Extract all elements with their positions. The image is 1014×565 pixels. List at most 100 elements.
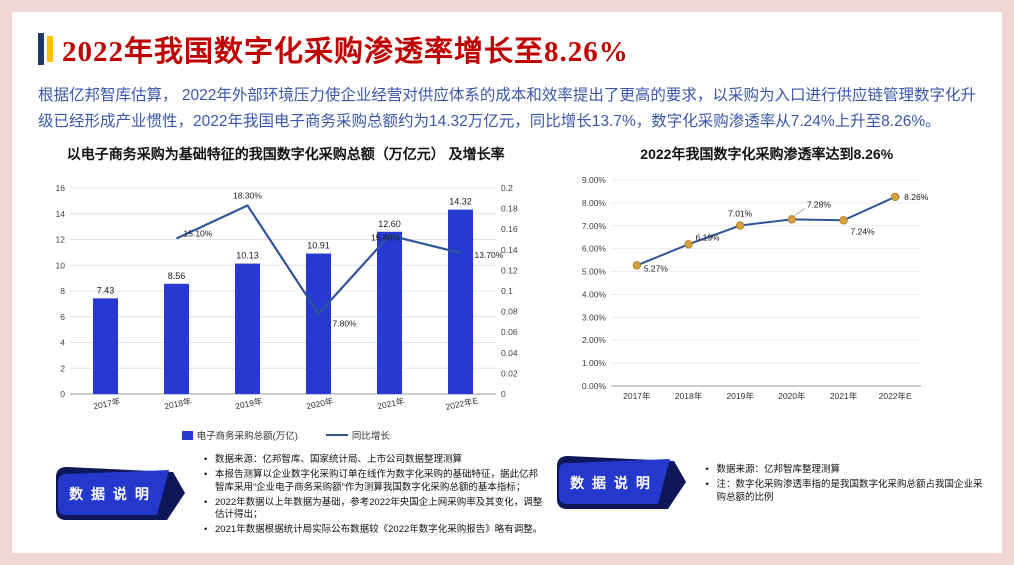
x-axis-label: 2018年 xyxy=(163,396,192,412)
left-chart-legend: 电子商务采购总额(万亿) 同比增长 xyxy=(181,428,390,443)
y-axis-left-label: 14 xyxy=(55,209,65,219)
y-axis-label: 5.00% xyxy=(582,267,607,277)
y-axis-left-label: 10 xyxy=(55,260,65,270)
y-axis-left-label: 0 xyxy=(60,389,65,399)
point-value-label: 7.28% xyxy=(807,199,832,209)
badge-label: 数 据 说 明 xyxy=(571,475,653,491)
title-accent-bars xyxy=(38,33,53,65)
x-axis-label: 2021年 xyxy=(376,396,405,412)
y-axis-right-label: 0.16 xyxy=(501,224,518,234)
penetration-line xyxy=(636,196,896,267)
x-axis-label: 2018年 xyxy=(675,391,703,401)
bar-swatch-icon xyxy=(181,430,193,440)
title-accent-bar-yellow xyxy=(47,36,53,62)
point-value-label: 7.24% xyxy=(850,226,875,236)
bar-value-label: 14.32 xyxy=(449,197,472,207)
bar-value-label: 10.13 xyxy=(236,251,259,261)
left-chart-title: 以电子商务采购为基础特征的我国数字化采购总额（万亿元） 及增长率 xyxy=(66,146,505,163)
data-point-marker xyxy=(684,240,693,249)
point-value-label: 8.26% xyxy=(904,192,929,202)
legend-item-line: 同比增长 xyxy=(325,428,390,443)
notes-row: 数 据 说 明 数据来源：亿邦智库、国家统计局、上市公司数据整理测算本报告测算以… xyxy=(26,454,988,547)
line-swatch-icon xyxy=(325,434,348,437)
data-point-marker xyxy=(632,261,641,270)
line-value-label: 18.30% xyxy=(233,191,262,201)
charts-row: 以电子商务采购为基础特征的我国数字化采购总额（万亿元） 及增长率 0 2 4 6 8 10… xyxy=(26,136,988,442)
y-axis-right-label: 0.1 xyxy=(501,286,513,296)
note-item: 数据来源：亿邦智库、国家统计局、上市公司数据整理测算 xyxy=(204,454,545,467)
data-point-marker xyxy=(735,221,745,230)
note-item: 2021年数据根据统计局实际公布数据较《2022年数字化采购报告》略有调整。 xyxy=(204,524,545,537)
y-axis-right-label: 0.2 xyxy=(501,183,513,193)
y-axis-right-label: 0.04 xyxy=(501,348,518,358)
intro-paragraph: 根据亿邦智库估算， 2022年外部环境压力使企业经营对供应体系的成本和效率提出了… xyxy=(38,87,976,130)
y-axis-right-label: 0.06 xyxy=(501,327,518,337)
y-axis-right-label: 0 xyxy=(501,389,506,399)
point-value-label: 5.27% xyxy=(644,264,669,274)
x-axis-label: 2019年 xyxy=(234,396,263,412)
data-notes-badge-left: 数 据 说 明 xyxy=(54,465,188,528)
x-axis-label: 2019年 xyxy=(726,391,754,401)
y-axis-label: 7.00% xyxy=(582,221,607,231)
bar xyxy=(305,253,331,395)
left-note: 数 据 说 明 数据来源：亿邦智库、国家统计局、上市公司数据整理测算本报告测算以… xyxy=(26,454,545,539)
y-axis-right-label: 0.02 xyxy=(501,369,518,379)
y-axis-left-label: 4 xyxy=(60,338,65,348)
data-notes-badge-right: 数 据 说 明 xyxy=(555,454,689,517)
bar-value-label: 12.60 xyxy=(378,219,401,229)
y-axis-label: 9.00% xyxy=(582,175,607,185)
y-axis-label: 3.00% xyxy=(582,312,607,322)
y-axis-right-label: 0.14 xyxy=(501,245,518,255)
left-chart-section: 以电子商务采购为基础特征的我国数字化采购总额（万亿元） 及增长率 0 2 4 6 8 10… xyxy=(26,136,545,442)
page-title: 2022年我国数字化采购渗透率增长至8.26% xyxy=(62,36,629,68)
y-axis-label: 1.00% xyxy=(582,358,607,368)
y-axis-label: 8.00% xyxy=(582,198,607,208)
badge-label: 数 据 说 明 xyxy=(69,486,151,502)
bar-value-label: 7.43 xyxy=(96,285,114,295)
content-card: 2022年我国数字化采购渗透率增长至8.26% 根据亿邦智库估算， 2022年外… xyxy=(12,12,1002,553)
note-item: 注：数字化采购渗透率指的是我国数字化采购总额占我国企业采购总额的比例 xyxy=(705,479,988,505)
y-axis-left-label: 16 xyxy=(55,183,65,193)
legend-line-label: 同比增长 xyxy=(351,431,390,443)
x-axis-label: 2022年E xyxy=(444,395,479,412)
y-axis-right-label: 0.12 xyxy=(501,266,518,276)
y-axis-left-label: 6 xyxy=(60,312,65,322)
bar xyxy=(376,231,402,395)
right-chart-section: 2022年我国数字化采购渗透率达到8.26% 0.00% 1.00% 2.00% 3.… xyxy=(545,136,988,442)
y-axis-left-label: 2 xyxy=(60,363,65,373)
bar xyxy=(163,283,189,395)
line-value-label: 13.70% xyxy=(474,250,503,260)
growth-line xyxy=(175,204,461,316)
bar xyxy=(447,209,473,395)
badge-shape: 数 据 说 明 xyxy=(56,467,185,521)
y-axis-label: 2.00% xyxy=(582,335,607,345)
x-axis-label: 2020年 xyxy=(778,391,806,401)
point-value-label: 6.19% xyxy=(695,232,720,242)
bar xyxy=(92,298,118,395)
line-value-label: 15.10% xyxy=(183,229,212,239)
x-axis-label: 2022年E xyxy=(878,391,911,401)
right-note-list: 数据来源：亿邦智库整理测算注：数字化采购渗透率指的是我国数字化采购总额占我国企业… xyxy=(705,464,988,506)
right-note: 数 据 说 明 数据来源：亿邦智库整理测算注：数字化采购渗透率指的是我国数字化采… xyxy=(545,454,988,517)
title-accent-bar-blue xyxy=(38,33,44,65)
data-point-marker xyxy=(890,192,900,202)
penetration-rate-line-chart: 0.00% 1.00% 2.00% 3.00% 4.00% 5.00% 6.00% 7.00%… xyxy=(582,175,929,401)
note-item: 2022年数据以上年数据为基础，参考2022年央国企上网采购率及其变化，调整估计… xyxy=(204,497,545,523)
legend-item-bar: 电子商务采购总额(万亿) xyxy=(181,428,298,442)
x-axis-label: 2017年 xyxy=(623,391,651,401)
y-axis-label: 4.00% xyxy=(582,290,607,300)
y-axis-left-label: 8 xyxy=(60,286,65,296)
x-axis-label: 2021年 xyxy=(830,391,858,401)
x-axis-label: 2017年 xyxy=(92,396,121,412)
procurement-total-bar-line-chart: 0 2 4 6 8 10 12 14 16 0 0.02 0.04 0.06 0.08 0.1 0.12 0.1… xyxy=(55,183,518,412)
bar xyxy=(234,263,260,395)
bar-value-label: 8.56 xyxy=(167,271,185,281)
data-point-marker xyxy=(839,216,848,225)
line-value-label: 15.40% xyxy=(371,233,400,243)
label-leader-line xyxy=(794,208,805,216)
y-axis-label: 6.00% xyxy=(582,244,607,254)
note-item: 本报告测算以企业数字化采购订单在线作为数字化采购的基础特征，据此亿邦智库采用“企… xyxy=(204,469,545,495)
data-point-marker xyxy=(787,215,796,224)
badge-front-shape xyxy=(559,459,671,505)
